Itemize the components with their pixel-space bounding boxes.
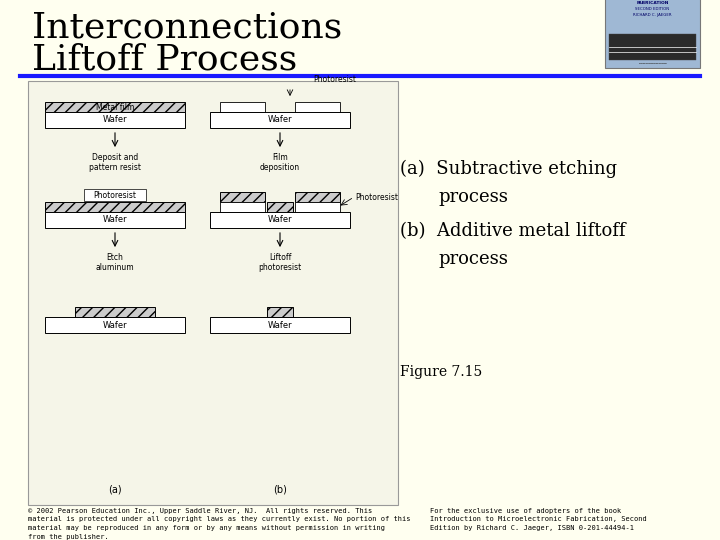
- Bar: [210, 317, 350, 333]
- Text: Photoresist: Photoresist: [94, 191, 137, 199]
- Bar: [210, 212, 350, 228]
- Text: Film: Film: [272, 153, 288, 162]
- Text: photoresist: photoresist: [258, 263, 302, 272]
- Text: process: process: [438, 188, 508, 206]
- Bar: [45, 112, 185, 128]
- Text: (a): (a): [108, 485, 122, 495]
- Text: (b)  Additive metal liftoff: (b) Additive metal liftoff: [400, 222, 626, 240]
- Text: Wafer: Wafer: [268, 215, 292, 225]
- Bar: [45, 202, 185, 212]
- Bar: [45, 317, 185, 333]
- Text: Liftoff: Liftoff: [269, 253, 291, 262]
- Bar: [295, 102, 340, 112]
- Text: Metal film: Metal film: [96, 103, 134, 111]
- Text: Figure 7.15: Figure 7.15: [400, 365, 482, 379]
- Text: © 2002 Pearson Education Inc., Upper Saddle River, NJ.  All rights reserved. Thi: © 2002 Pearson Education Inc., Upper Sad…: [28, 508, 410, 539]
- Text: deposition: deposition: [260, 163, 300, 172]
- Text: For the exclusive use of adopters of the book
Introduction to Microelectronic Fa: For the exclusive use of adopters of the…: [430, 508, 647, 531]
- Bar: [220, 202, 265, 212]
- Bar: [295, 202, 340, 212]
- Text: aluminum: aluminum: [96, 263, 135, 272]
- Text: Photoresist: Photoresist: [313, 75, 356, 84]
- Text: Wafer: Wafer: [268, 321, 292, 329]
- Bar: [609, 34, 696, 60]
- Text: Interconnections: Interconnections: [32, 10, 342, 44]
- Text: Wafer: Wafer: [103, 215, 127, 225]
- Bar: [220, 102, 265, 112]
- Text: (a)  Subtractive etching: (a) Subtractive etching: [400, 160, 617, 178]
- Text: RICHARD C. JAEGER: RICHARD C. JAEGER: [634, 13, 672, 17]
- Text: FABRICATION: FABRICATION: [636, 1, 669, 5]
- Bar: [210, 112, 350, 128]
- Bar: [295, 192, 340, 202]
- Text: Wafer: Wafer: [103, 116, 127, 125]
- Text: SECOND EDITION: SECOND EDITION: [636, 7, 670, 11]
- Bar: [267, 202, 293, 212]
- Text: pattern resist: pattern resist: [89, 163, 141, 172]
- Text: ─────────────────: ─────────────────: [639, 62, 666, 66]
- Text: Photoresist: Photoresist: [355, 192, 398, 201]
- Bar: [75, 307, 155, 317]
- Text: (b): (b): [273, 485, 287, 495]
- Bar: [605, 0, 700, 68]
- Text: Wafer: Wafer: [268, 116, 292, 125]
- Text: Wafer: Wafer: [103, 321, 127, 329]
- Text: process: process: [438, 250, 508, 268]
- Bar: [28, 81, 398, 505]
- Bar: [84, 189, 146, 201]
- Bar: [45, 102, 185, 112]
- Bar: [267, 307, 293, 317]
- Text: Liftoff Process: Liftoff Process: [32, 43, 297, 77]
- Bar: [45, 212, 185, 228]
- Bar: [220, 192, 265, 202]
- Text: Deposit and: Deposit and: [92, 153, 138, 162]
- Text: Etch: Etch: [107, 253, 123, 262]
